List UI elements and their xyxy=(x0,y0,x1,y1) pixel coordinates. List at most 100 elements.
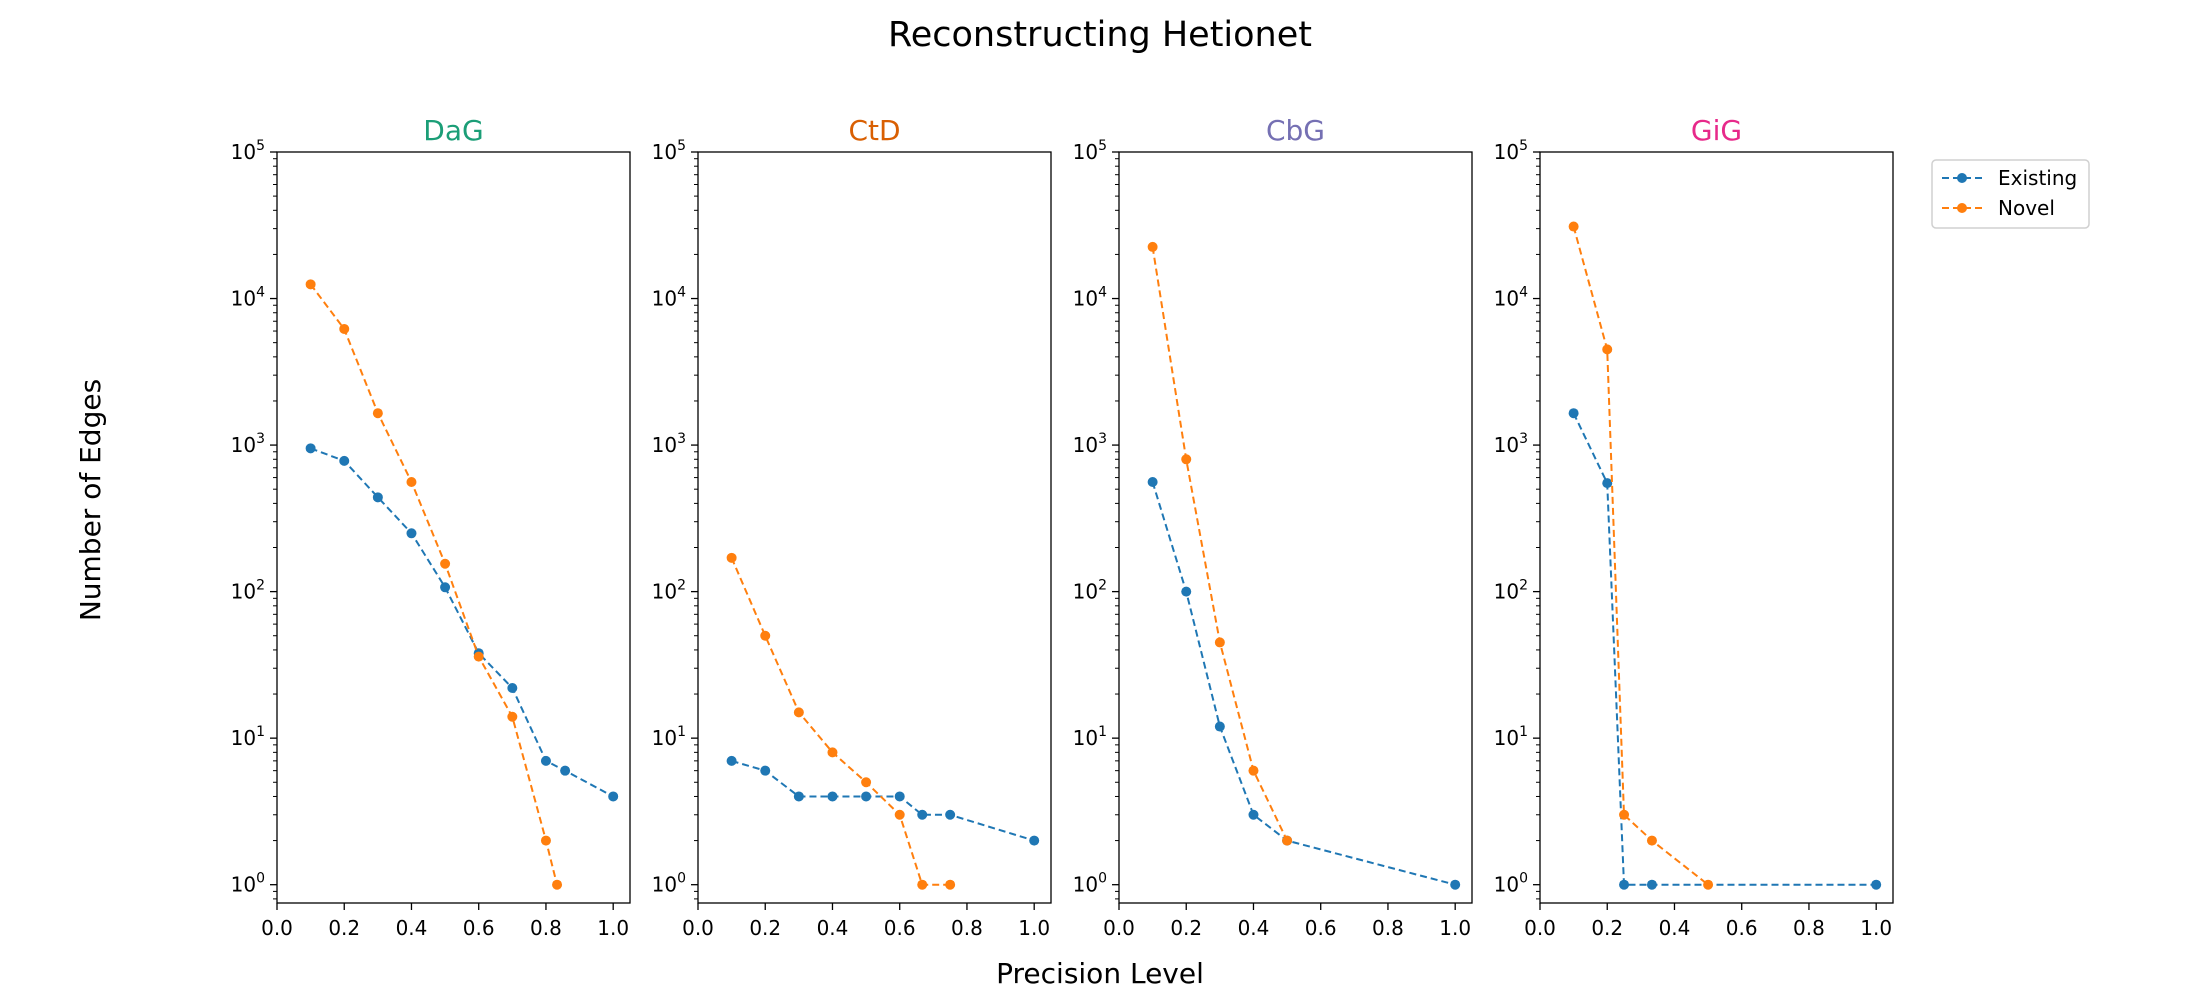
data-point-existing xyxy=(440,582,451,593)
data-point-existing xyxy=(507,682,518,693)
panel-gig: GiG 0.0 0.2 0.4 0.6 0.8 1.0 100 101 102 103 104 105 xyxy=(1494,114,1894,940)
series-line-novel xyxy=(730,557,951,886)
y-tick-label: 104 xyxy=(231,285,265,311)
data-point-novel xyxy=(945,879,956,890)
data-point-existing xyxy=(1646,879,1657,890)
data-point-existing xyxy=(305,443,316,454)
data-point-novel xyxy=(507,711,518,722)
y-tick-label: 102 xyxy=(1494,578,1528,604)
x-tick-label: 0.6 xyxy=(884,916,916,940)
y-tick-label: 100 xyxy=(652,871,686,897)
data-point-existing xyxy=(540,755,551,766)
y-tick-label: 103 xyxy=(1494,431,1528,457)
series-line-existing xyxy=(731,759,1035,842)
panel-title: CtD xyxy=(848,114,900,147)
data-point-existing xyxy=(560,765,571,776)
x-tick-label: 0.8 xyxy=(951,916,983,940)
y-tick-label: 102 xyxy=(1073,578,1107,604)
x-tick-label: 1.0 xyxy=(1860,916,1892,940)
data-point-existing xyxy=(917,809,928,820)
data-point-novel xyxy=(1602,344,1613,355)
series-line-novel xyxy=(1572,226,1709,886)
data-point-existing xyxy=(861,791,872,802)
data-point-novel xyxy=(372,408,383,419)
x-axis-label: Precision Level xyxy=(996,957,1204,990)
data-point-novel xyxy=(793,707,804,718)
panel-title: DaG xyxy=(423,114,483,147)
legend: Existing Novel xyxy=(1931,159,2090,229)
legend-box xyxy=(1931,159,2090,229)
data-point-novel xyxy=(339,323,350,334)
y-tick-label: 105 xyxy=(231,138,265,164)
y-tick-label: 100 xyxy=(1073,871,1107,897)
y-tick-label: 105 xyxy=(1073,138,1107,164)
series-line-existing xyxy=(1572,412,1877,886)
legend-existing-marker xyxy=(1957,173,1967,183)
data-point-existing xyxy=(372,492,383,503)
panel-cbg: CbG 0.0 0.2 0.4 0.6 0.8 1.0 100 101 102 103 104 105 xyxy=(1073,114,1473,940)
data-point-existing xyxy=(1147,476,1158,487)
data-point-existing xyxy=(760,765,771,776)
data-point-existing xyxy=(726,755,737,766)
data-point-existing xyxy=(1568,408,1579,419)
panel-title: GiG xyxy=(1691,114,1742,147)
data-point-novel xyxy=(552,879,563,890)
data-point-existing xyxy=(793,791,804,802)
x-tick-label: 0.6 xyxy=(1726,916,1758,940)
data-point-novel xyxy=(1646,835,1657,846)
data-point-existing xyxy=(894,791,905,802)
data-point-existing xyxy=(1871,879,1882,890)
x-tick-label: 0.4 xyxy=(1659,916,1691,940)
legend-novel-marker xyxy=(1957,203,1967,213)
y-tick-label: 102 xyxy=(231,578,265,604)
data-point-novel xyxy=(760,630,771,641)
series-line-novel xyxy=(1151,246,1289,842)
data-point-existing xyxy=(945,809,956,820)
data-point-novel xyxy=(1619,809,1630,820)
series-line-existing xyxy=(310,447,614,798)
panel-ctd: CtD 0.0 0.2 0.4 0.6 0.8 1.0 100 101 102 103 104 105 xyxy=(652,114,1052,940)
plot-frame xyxy=(276,151,631,904)
y-axis-label: Number of Edges xyxy=(74,379,107,621)
x-tick-label: 0.0 xyxy=(1103,916,1135,940)
y-tick-label: 103 xyxy=(1073,431,1107,457)
x-tick-label: 0.4 xyxy=(396,916,428,940)
data-point-novel xyxy=(1282,835,1293,846)
series-line-novel xyxy=(309,283,558,885)
data-point-novel xyxy=(726,552,737,563)
y-tick-label: 103 xyxy=(231,431,265,457)
data-point-novel xyxy=(1703,879,1714,890)
data-point-novel xyxy=(406,476,417,487)
plot-frame xyxy=(1118,151,1473,904)
data-point-novel xyxy=(827,747,838,758)
x-tick-label: 0.4 xyxy=(817,916,849,940)
plot-frame xyxy=(697,151,1052,904)
x-tick-label: 0.8 xyxy=(1793,916,1825,940)
data-point-existing xyxy=(827,791,838,802)
x-tick-label: 0.8 xyxy=(530,916,562,940)
legend-existing-label: Existing xyxy=(1998,166,2077,190)
y-tick-label: 100 xyxy=(231,871,265,897)
panel-dag: DaG 0.0 0.2 0.4 0.6 0.8 1.0 100 101 102 103 104 105 xyxy=(231,114,631,940)
data-point-existing xyxy=(1602,478,1613,489)
data-point-existing xyxy=(608,791,619,802)
chart-panels: DaG 0.0 0.2 0.4 0.6 0.8 1.0 100 101 102 103 104 105 C… xyxy=(231,114,1894,940)
y-tick-label: 103 xyxy=(652,431,686,457)
x-tick-label: 0.2 xyxy=(749,916,781,940)
y-tick-label: 101 xyxy=(1494,724,1528,750)
figure-title: Reconstructing Hetionet xyxy=(888,15,1312,55)
data-point-novel xyxy=(473,651,484,662)
data-point-existing xyxy=(339,455,350,466)
data-point-novel xyxy=(894,809,905,820)
y-tick-label: 101 xyxy=(652,724,686,750)
y-tick-label: 102 xyxy=(652,578,686,604)
data-point-novel xyxy=(917,879,928,890)
data-point-novel xyxy=(1181,454,1192,465)
x-tick-label: 1.0 xyxy=(597,916,629,940)
x-tick-label: 0.4 xyxy=(1238,916,1270,940)
data-point-novel xyxy=(1248,765,1259,776)
x-tick-label: 0.6 xyxy=(463,916,495,940)
y-tick-label: 105 xyxy=(1494,138,1528,164)
y-tick-label: 101 xyxy=(231,724,265,750)
